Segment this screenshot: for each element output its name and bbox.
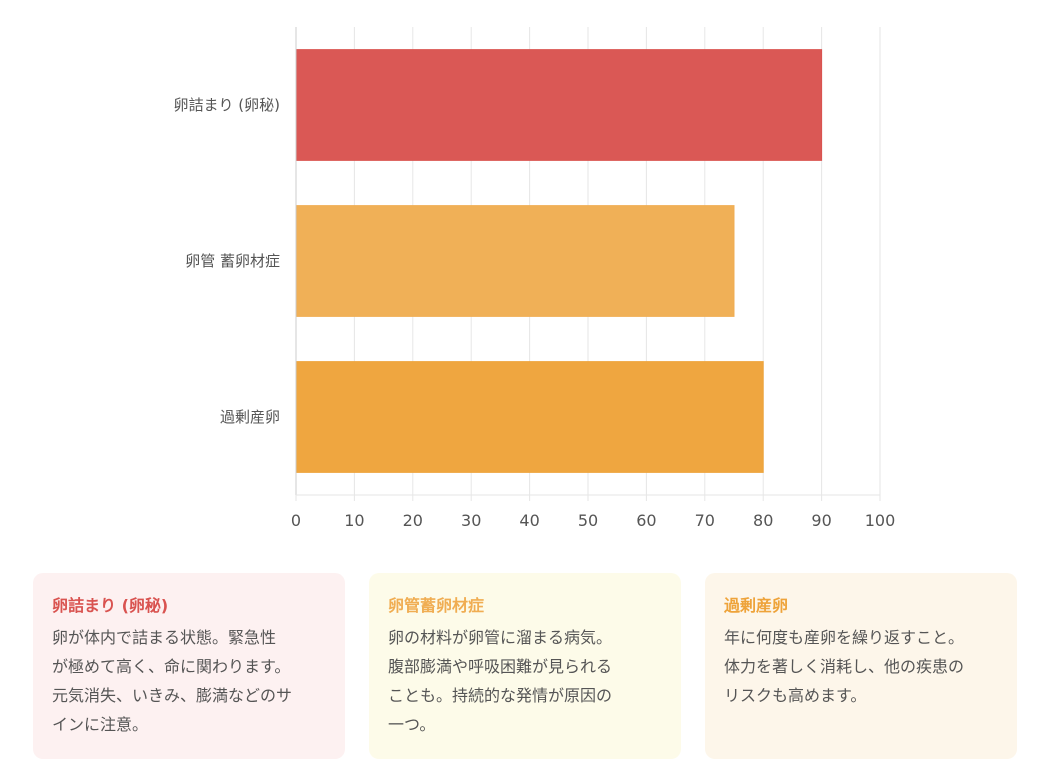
x-tick-label: 40 xyxy=(519,511,539,530)
card-body: 卵の材料が卵管に溜まる病気。 腹部膨満や呼吸困難が見られる ことも。持続的な発情… xyxy=(388,623,663,739)
card-line: が極めて高く、命に関わります。 xyxy=(52,657,291,676)
card-title: 過剰産卵 xyxy=(724,596,789,615)
card-line: リスクも高めます。 xyxy=(724,686,867,705)
info-cards: 卵詰まり (卵秘) 卵が体内で詰まる状態。緊急性 が極めて高く、命に関わります。… xyxy=(33,573,1017,759)
card-title: 卵詰まり (卵秘) xyxy=(52,596,169,615)
x-tick-label: 10 xyxy=(344,511,364,530)
card-title: 卵管蓄卵材症 xyxy=(388,596,485,615)
y-tick-label: 卵管 蓄卵材症 xyxy=(185,252,280,270)
x-tick-label: 80 xyxy=(753,511,773,530)
x-tick-label: 30 xyxy=(461,511,481,530)
x-tick-label: 0 xyxy=(291,511,301,530)
y-tick-label: 過剰産卵 xyxy=(220,408,280,426)
card-line: 卵の材料が卵管に溜まる病気。 xyxy=(388,628,613,647)
card-line: 卵が体内で詰まる状態。緊急性 xyxy=(52,628,277,647)
card-line: 一つ。 xyxy=(388,715,436,734)
card-line: 体力を著しく消耗し、他の疾患の xyxy=(724,657,965,676)
y-tick-label: 卵詰まり (卵秘) xyxy=(174,96,280,114)
x-tick-label: 20 xyxy=(403,511,423,530)
x-tick-label: 90 xyxy=(811,511,831,530)
card-line: インに注意。 xyxy=(52,715,149,734)
info-card-oviduct-disease: 卵管蓄卵材症 卵の材料が卵管に溜まる病気。 腹部膨満や呼吸困難が見られる ことも… xyxy=(369,573,681,759)
card-body: 年に何度も産卵を繰り返すこと。 体力を著しく消耗し、他の疾患の リスクも高めます… xyxy=(724,623,999,710)
bar xyxy=(296,49,823,161)
x-axis: 0 10 20 30 40 50 60 70 80 90 100 xyxy=(291,494,896,530)
x-tick-label: 50 xyxy=(578,511,598,530)
card-line: ことも。持続的な発情が原因の xyxy=(388,686,613,705)
card-body: 卵が体内で詰まる状態。緊急性 が極めて高く、命に関わります。 元気消失、いきみ、… xyxy=(52,623,327,739)
info-card-egg-binding: 卵詰まり (卵秘) 卵が体内で詰まる状態。緊急性 が極めて高く、命に関わります。… xyxy=(33,573,345,759)
card-line: 年に何度も産卵を繰り返すこと。 xyxy=(724,628,965,647)
x-tick-label: 70 xyxy=(695,511,715,530)
card-line: 腹部膨満や呼吸困難が見られる xyxy=(388,657,613,676)
chart-bars xyxy=(296,49,823,473)
bar xyxy=(296,361,764,473)
x-tick-label: 100 xyxy=(865,511,896,530)
bar xyxy=(296,205,735,317)
x-tick-label: 60 xyxy=(636,511,656,530)
info-card-excessive-laying: 過剰産卵 年に何度も産卵を繰り返すこと。 体力を著しく消耗し、他の疾患の リスク… xyxy=(705,573,1017,759)
card-line: 元気消失、いきみ、膨満などのサ xyxy=(52,686,293,705)
